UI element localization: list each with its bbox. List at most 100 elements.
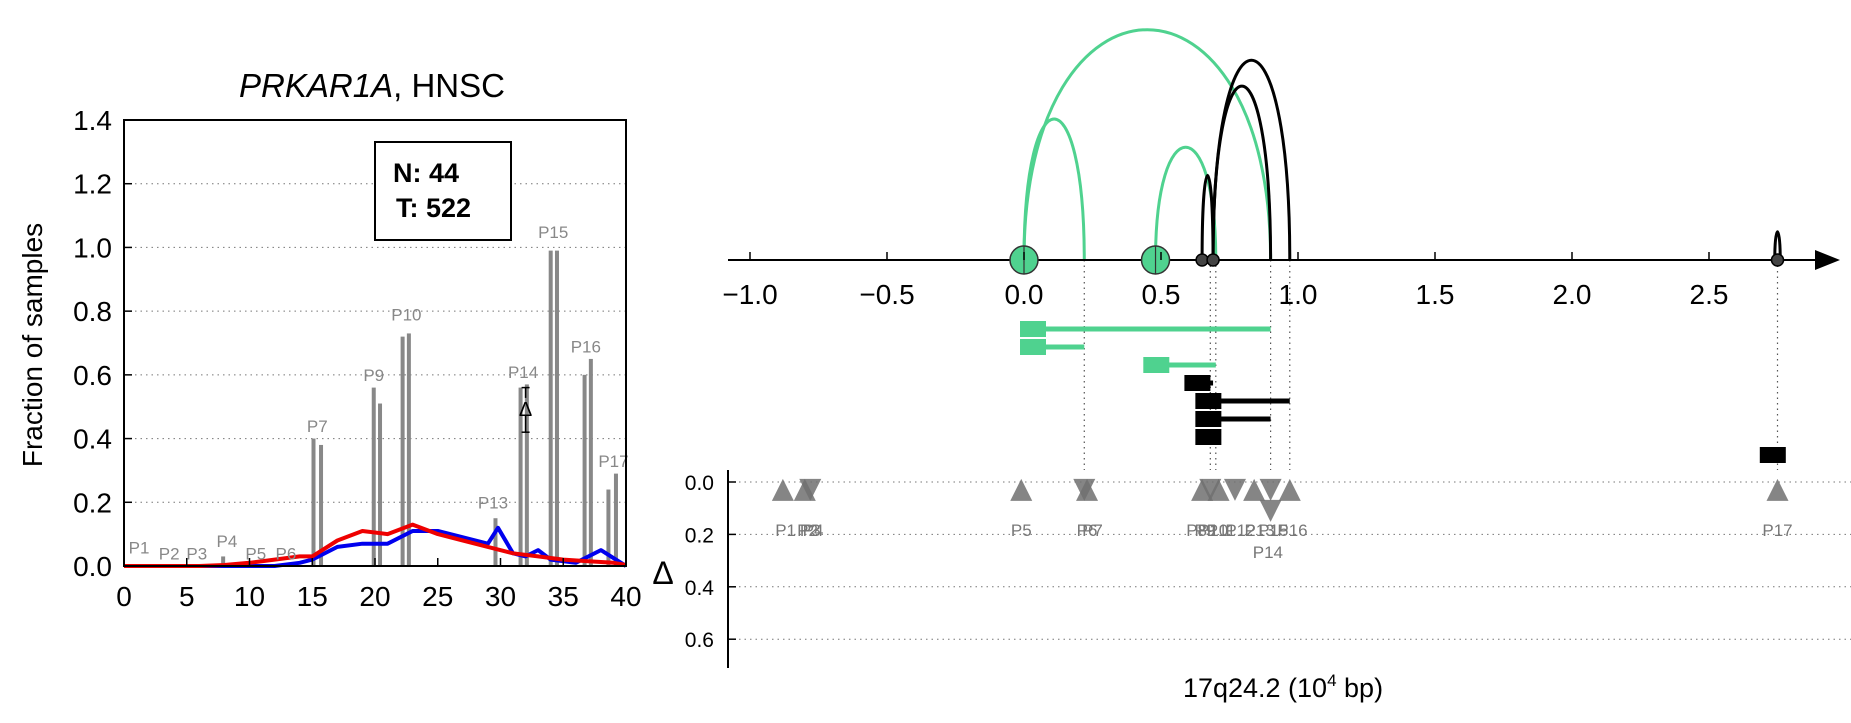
- segment-start-block: [1195, 393, 1222, 409]
- left-peak-label: P17: [598, 452, 628, 471]
- left-x-tick-label: 10: [234, 581, 265, 612]
- left-y-tick-label: 0.8: [73, 296, 112, 327]
- triangle-up-marker: [1010, 478, 1033, 501]
- genome-x-tick-label: 0.5: [1142, 279, 1181, 310]
- right-segments: [1020, 321, 1786, 463]
- segment-start-block: [1195, 411, 1222, 427]
- left-bar: [588, 358, 593, 566]
- left-x-tick-label: 0: [116, 581, 132, 612]
- triangle-up-marker: [1278, 478, 1301, 501]
- left-peak-label: P14: [508, 363, 538, 382]
- left-peak-label: P10: [391, 306, 421, 325]
- anchor-circle-small: [1770, 253, 1785, 267]
- triangle-down-marker: [1259, 478, 1282, 501]
- left-bar: [613, 473, 618, 566]
- left-bar-chart: PRKAR1A, HNSC Fraction of samples P1 P2 P3…: [17, 67, 642, 612]
- right-x-axis-label: 17q24.2 (104 bp): [1183, 671, 1383, 703]
- left-bar: [606, 489, 611, 566]
- left-bar: [221, 556, 226, 566]
- genome-x-tick-label: 2.0: [1553, 279, 1592, 310]
- right-x-ticks: −1.0 −0.5 0.0 0.5 1.0 1.5 2.0 2.5: [722, 252, 1728, 310]
- left-peak-label: P1: [129, 538, 150, 557]
- delta-symbol: Δ: [519, 399, 532, 421]
- marker-label: P17: [1762, 521, 1792, 540]
- left-x-tick-label: 35: [548, 581, 579, 612]
- genome-x-tick-label: −1.0: [722, 279, 777, 310]
- marker-label: P5: [1011, 521, 1032, 540]
- left-bar: [493, 518, 498, 566]
- interaction-arc: [1154, 145, 1218, 261]
- marker-label: P10: [1198, 521, 1228, 540]
- left-x-tick-label: 40: [610, 581, 641, 612]
- left-gridlines: [124, 183, 626, 503]
- legend-box: N: 44 T: 522: [374, 141, 512, 241]
- delta-tick-label: 0.0: [685, 472, 714, 495]
- segment-start-block: [1195, 429, 1222, 445]
- legend-box-frame: [374, 141, 512, 241]
- segment-start-block: [1143, 357, 1170, 373]
- interaction-arc: [1211, 59, 1292, 261]
- left-bar: [319, 444, 324, 566]
- left-delta-marker: Δ: [519, 386, 532, 433]
- left-y-tick-label: 1.2: [73, 169, 112, 200]
- left-y-tick-label: 0.2: [73, 487, 112, 518]
- left-bar: [371, 387, 376, 566]
- marker-label: P8: [1186, 521, 1207, 540]
- triangle-up-marker: [1076, 478, 1099, 501]
- genome-x-tick-label: −0.5: [859, 279, 914, 310]
- marker-label: P14: [1253, 543, 1283, 562]
- left-peak-label: P16: [571, 338, 601, 357]
- marker-label: P16: [1277, 521, 1307, 540]
- marker-label: P15: [1258, 521, 1288, 540]
- marker-label: P1: [775, 521, 796, 540]
- delta-tick-label: 0.6: [685, 629, 714, 652]
- left-bar: [582, 374, 587, 566]
- marker-label: P12: [1225, 521, 1255, 540]
- left-peak-label: P6: [275, 545, 296, 564]
- left-bar: [400, 336, 405, 566]
- left-peak-label: P13: [478, 494, 508, 513]
- triangle-up-marker: [1766, 478, 1789, 501]
- anchor-circle-small: [1206, 253, 1220, 267]
- marker-label: P3: [800, 521, 821, 540]
- marker-label: P4: [803, 521, 824, 540]
- genome-x-tick-label: 0.0: [1005, 279, 1044, 310]
- left-y-tick-label: 0.0: [73, 551, 112, 582]
- legend-line-t: T: 522: [396, 193, 471, 223]
- left-bar: [524, 384, 529, 566]
- left-bar: [548, 250, 553, 566]
- left-y-tick-label: 0.6: [73, 360, 112, 391]
- triangle-down-marker: [1223, 478, 1246, 501]
- left-bar: [378, 403, 383, 566]
- left-y-axis-label: Fraction of samples: [17, 223, 48, 467]
- genome-x-tick-label: 2.5: [1690, 279, 1729, 310]
- triangle-up-marker: [1243, 478, 1266, 501]
- marker-label: P9: [1194, 521, 1215, 540]
- left-peak-label: P3: [186, 545, 207, 564]
- delta-axis-ticks: 0.0 0.2 0.4 0.6: [685, 472, 736, 652]
- left-x-tick-label: 30: [485, 581, 516, 612]
- left-bars: [221, 250, 618, 566]
- interaction-arc: [1022, 28, 1273, 261]
- genome-x-tick-label: 1.0: [1279, 279, 1318, 310]
- left-bar: [554, 250, 559, 566]
- left-x-tick-label: 25: [422, 581, 453, 612]
- right-delta-gridlines: [728, 481, 1851, 640]
- left-peak-label: P7: [307, 417, 328, 436]
- segment-start-block: [1759, 447, 1786, 463]
- left-peak-label: P9: [363, 366, 384, 385]
- marker-label: P2: [797, 521, 818, 540]
- interaction-arc: [1200, 173, 1215, 261]
- left-x-tick-label: 20: [359, 581, 390, 612]
- marker-label: P6: [1077, 521, 1098, 540]
- title-rest: , HNSC: [393, 67, 505, 104]
- segment-start-block: [1020, 321, 1046, 337]
- legend-line-n: N: 44: [393, 158, 459, 188]
- marker-label: P7: [1082, 521, 1103, 540]
- left-peak-label: P4: [217, 532, 238, 551]
- segment-start-block: [1184, 375, 1211, 391]
- left-peak-label: P5: [245, 545, 266, 564]
- triangle-up-marker: [1207, 478, 1230, 501]
- left-peak-label: P15: [538, 223, 568, 242]
